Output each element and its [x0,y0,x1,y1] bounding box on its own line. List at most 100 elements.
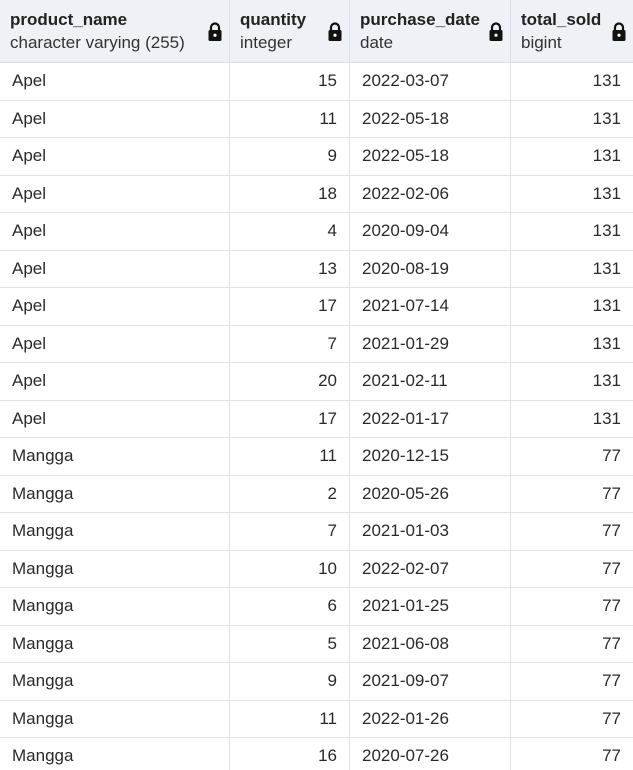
cell-quantity[interactable]: 7 [230,513,350,550]
cell-quantity[interactable]: 13 [230,250,350,287]
cell-purchase-date[interactable]: 2021-07-14 [350,288,511,325]
cell-total-sold[interactable]: 77 [602,671,621,690]
cell-product-name[interactable]: Apel [0,400,230,437]
cell-product-name[interactable]: Apel [0,138,230,175]
cell-purchase-date[interactable]: 2022-01-17 [350,400,511,437]
cell-total-sold[interactable]: 131 [592,371,621,390]
cell-total-sold[interactable]: 131 [592,71,621,90]
cell-quantity[interactable]: 4 [230,213,350,250]
table-row[interactable]: Apel 13 2020-08-19 131 [0,250,633,288]
cell-total-sold[interactable]: 131 [592,258,621,278]
table-row[interactable]: Mangga 9 2021-09-07 77 [0,663,633,701]
cell-product-name[interactable]: Mangga [0,738,230,770]
cell-purchase-date[interactable]: 2020-09-04 [350,213,511,250]
cell-quantity[interactable]: 11 [230,100,350,137]
cell-product-name[interactable]: Apel [0,63,230,100]
table-row[interactable]: Apel 18 2022-02-06 131 [0,175,633,213]
cell-total-sold[interactable]: 131 [592,296,621,315]
cell-quantity[interactable]: 11 [230,700,350,737]
table-row[interactable]: Mangga 11 2020-12-15 77 [0,438,633,476]
cell-purchase-date[interactable]: 2020-07-26 [350,738,511,770]
cell-quantity[interactable]: 10 [230,550,350,587]
cell-purchase-date[interactable]: 2021-01-29 [350,325,511,362]
table-row[interactable]: Mangga 2 2020-05-26 77 [0,475,633,513]
cell-quantity[interactable]: 17 [230,400,350,437]
cell-purchase-date[interactable]: 2022-02-06 [350,175,511,212]
table-row[interactable]: Mangga 5 2021-06-08 77 [0,625,633,663]
cell-quantity[interactable]: 2 [230,475,350,512]
table-row[interactable]: Mangga 16 2020-07-26 77 [0,738,633,770]
cell-product-name[interactable]: Mangga [0,663,230,700]
cell-total-sold[interactable]: 77 [602,521,621,540]
cell-product-name[interactable]: Apel [0,175,230,212]
cell-product-name[interactable]: Apel [0,363,230,400]
cell-purchase-date[interactable]: 2022-03-07 [350,63,511,100]
cell-product-name[interactable]: Apel [0,250,230,287]
cell-total-sold[interactable]: 77 [602,446,621,465]
table-row[interactable]: Apel 4 2020-09-04 131 [0,213,633,251]
cell-quantity[interactable]: 16 [230,738,350,770]
cell-product-name[interactable]: Mangga [0,438,230,475]
cell-total-sold[interactable]: 77 [602,746,621,765]
cell-purchase-date[interactable]: 2020-08-19 [350,250,511,287]
cell-purchase-date[interactable]: 2021-01-25 [350,588,511,625]
cell-product-name[interactable]: Apel [0,288,230,325]
table-row[interactable]: Mangga 11 2022-01-26 77 [0,700,633,738]
cell-total-sold[interactable]: 77 [602,596,621,615]
cell-product-name[interactable]: Mangga [0,513,230,550]
cell-purchase-date[interactable]: 2021-06-08 [350,625,511,662]
cell-purchase-date[interactable]: 2020-12-15 [350,438,511,475]
cell-quantity[interactable]: 11 [230,438,350,475]
cell-product-name[interactable]: Mangga [0,625,230,662]
cell-product-name[interactable]: Apel [0,325,230,362]
cell-quantity[interactable]: 7 [230,325,350,362]
cell-total-sold[interactable]: 77 [602,558,621,578]
cell-quantity[interactable]: 15 [230,63,350,100]
table-row[interactable]: Apel 7 2021-01-29 131 [0,325,633,363]
cell-product-name[interactable]: Mangga [0,475,230,512]
table-row[interactable]: Apel 9 2022-05-18 131 [0,138,633,176]
cell-quantity[interactable]: 17 [230,288,350,325]
column-header-quantity[interactable]: quantity integer [230,0,350,62]
cell-purchase-date[interactable]: 2021-09-07 [350,663,511,700]
table-row[interactable]: Mangga 7 2021-01-03 77 [0,513,633,551]
cell-purchase-date[interactable]: 2022-05-18 [350,138,511,175]
cell-total-sold[interactable]: 77 [602,633,621,653]
cell-purchase-date[interactable]: 2020-05-26 [350,475,511,512]
column-header-purchase-date[interactable]: purchase_date date [350,0,511,62]
cell-quantity[interactable]: 20 [230,363,350,400]
cell-total-sold[interactable]: 77 [602,483,621,503]
table-row[interactable]: Mangga 10 2022-02-07 77 [0,550,633,588]
cell-quantity[interactable]: 9 [230,138,350,175]
cell-quantity[interactable]: 18 [230,175,350,212]
table-row[interactable]: Apel 11 2022-05-18 131 [0,100,633,138]
cell-quantity[interactable]: 6 [230,588,350,625]
cell-total-sold[interactable]: 77 [602,708,621,728]
cell-product-name[interactable]: Mangga [0,588,230,625]
column-header-product-name[interactable]: product_name character varying (255) [0,0,230,62]
cell-purchase-date[interactable]: 2021-01-03 [350,513,511,550]
cell-product-name[interactable]: Apel [0,213,230,250]
cell-total-sold[interactable]: 131 [592,221,621,240]
table-row[interactable]: Mangga 6 2021-01-25 77 [0,588,633,626]
cell-purchase-date[interactable]: 2021-02-11 [350,363,511,400]
cell-total-sold[interactable]: 131 [592,408,621,428]
cell-total-sold[interactable]: 131 [592,146,621,165]
cell-quantity[interactable]: 9 [230,663,350,700]
cell-purchase-date[interactable]: 2022-05-18 [350,100,511,137]
cell-product-name[interactable]: Mangga [0,700,230,737]
cell-purchase-date[interactable]: 2022-02-07 [350,550,511,587]
cell-purchase-date[interactable]: 2022-01-26 [350,700,511,737]
cell-total-sold[interactable]: 131 [592,333,621,353]
column-header-total-sold[interactable]: total_sold bigint [511,0,633,62]
cell-total-sold[interactable]: 131 [592,183,621,203]
table-row[interactable]: Apel 17 2021-07-14 131 [0,288,633,326]
cell-total-sold[interactable]: 131 [592,108,621,128]
cell-product-name[interactable]: Mangga [0,550,230,587]
table-row[interactable]: Apel 15 2022-03-07 131 [0,63,633,101]
table-row[interactable]: Apel 17 2022-01-17 131 [0,400,633,438]
cell-quantity[interactable]: 5 [230,625,350,662]
cell-product-name[interactable]: Apel [0,100,230,137]
table-row[interactable]: Apel 20 2021-02-11 131 [0,363,633,401]
